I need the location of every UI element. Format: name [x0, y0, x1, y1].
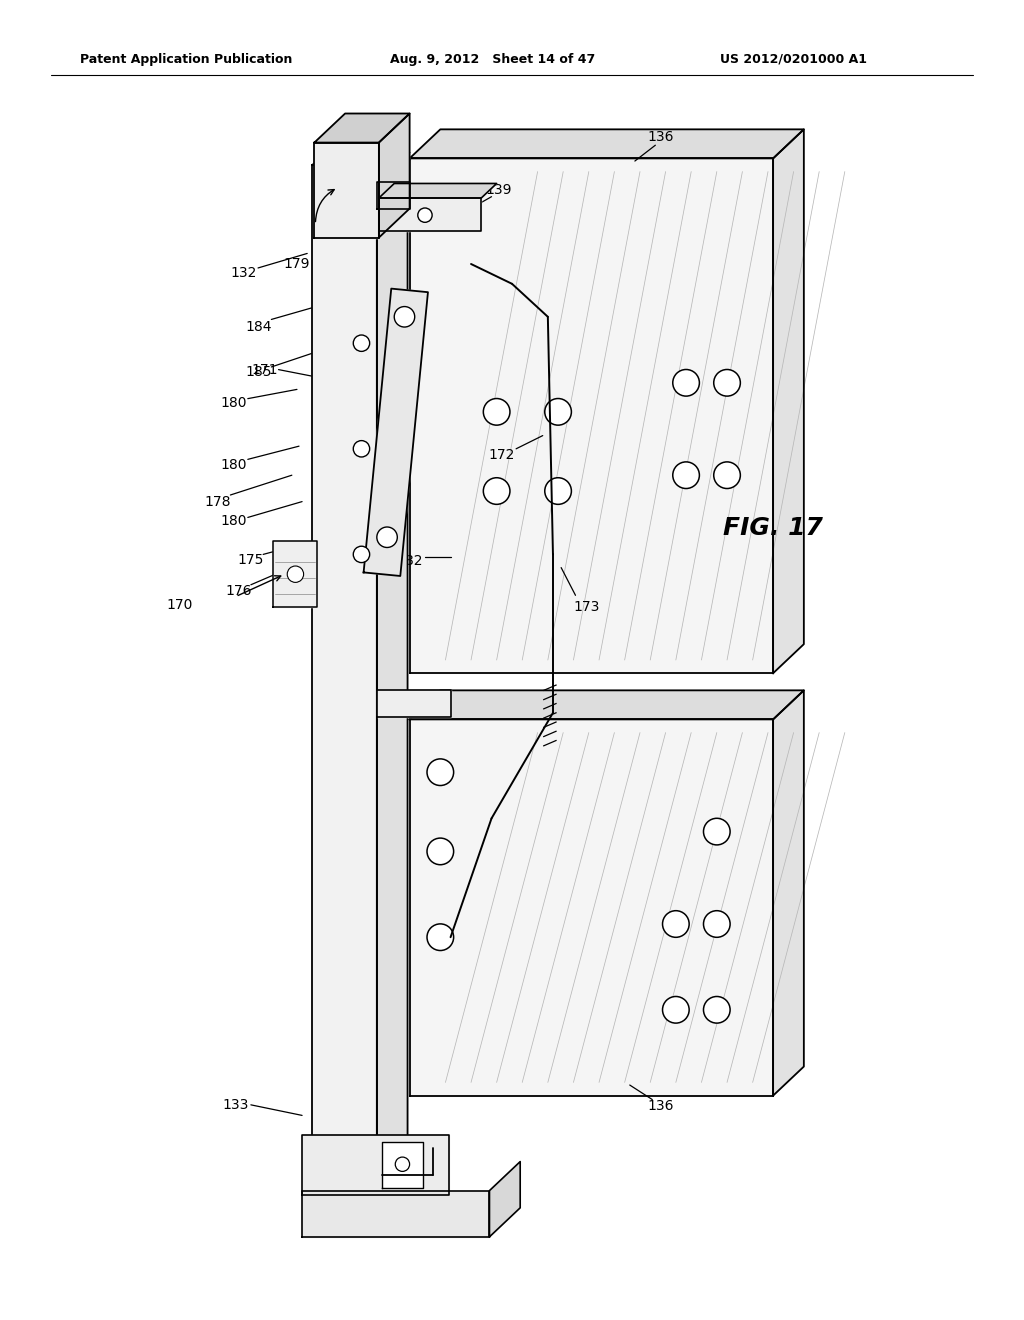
Polygon shape	[302, 1191, 489, 1237]
Polygon shape	[489, 1162, 520, 1237]
Text: 185: 185	[246, 366, 272, 379]
Text: 178: 178	[205, 495, 231, 508]
Polygon shape	[312, 165, 377, 1168]
Ellipse shape	[545, 399, 571, 425]
Ellipse shape	[395, 1158, 410, 1171]
Polygon shape	[379, 114, 410, 238]
Polygon shape	[377, 690, 451, 717]
Ellipse shape	[353, 441, 370, 457]
Ellipse shape	[427, 924, 454, 950]
Ellipse shape	[394, 306, 415, 327]
Text: 136: 136	[647, 1100, 674, 1113]
Ellipse shape	[663, 911, 689, 937]
Polygon shape	[773, 129, 804, 673]
Ellipse shape	[673, 462, 699, 488]
Polygon shape	[773, 690, 804, 1096]
Polygon shape	[364, 289, 428, 576]
Text: 180: 180	[220, 396, 247, 409]
Ellipse shape	[287, 566, 303, 582]
Polygon shape	[377, 182, 410, 209]
Polygon shape	[382, 1142, 423, 1188]
Text: 134: 134	[358, 1208, 385, 1221]
Polygon shape	[273, 541, 317, 607]
Ellipse shape	[714, 370, 740, 396]
Ellipse shape	[703, 997, 730, 1023]
Ellipse shape	[703, 818, 730, 845]
Ellipse shape	[545, 478, 571, 504]
Polygon shape	[410, 719, 773, 1096]
Ellipse shape	[663, 997, 689, 1023]
Text: 179: 179	[284, 257, 310, 271]
Polygon shape	[314, 114, 410, 143]
Text: 139: 139	[485, 183, 512, 197]
Ellipse shape	[418, 209, 432, 222]
Text: 136: 136	[647, 131, 674, 144]
Text: 176: 176	[225, 585, 252, 598]
Ellipse shape	[427, 838, 454, 865]
Text: FIG. 17: FIG. 17	[723, 516, 823, 540]
Text: US 2012/0201000 A1: US 2012/0201000 A1	[720, 53, 867, 66]
Ellipse shape	[673, 370, 699, 396]
Text: 173: 173	[573, 601, 600, 614]
Ellipse shape	[703, 911, 730, 937]
Ellipse shape	[353, 546, 370, 562]
Polygon shape	[410, 158, 773, 673]
Ellipse shape	[483, 399, 510, 425]
Text: 180: 180	[220, 458, 247, 471]
Text: 172: 172	[488, 449, 515, 462]
Polygon shape	[377, 136, 408, 1168]
Text: 180: 180	[220, 515, 247, 528]
Text: 182: 182	[396, 554, 423, 568]
Text: 184: 184	[246, 321, 272, 334]
Ellipse shape	[427, 759, 454, 785]
Text: Patent Application Publication: Patent Application Publication	[80, 53, 293, 66]
Ellipse shape	[483, 478, 510, 504]
Polygon shape	[379, 198, 481, 231]
Text: 171: 171	[251, 363, 278, 376]
Polygon shape	[379, 183, 497, 198]
Polygon shape	[410, 129, 804, 158]
Text: 175: 175	[238, 553, 264, 566]
Ellipse shape	[714, 462, 740, 488]
Text: 133: 133	[222, 1098, 249, 1111]
Text: 135: 135	[386, 152, 413, 165]
Polygon shape	[312, 136, 408, 165]
Polygon shape	[302, 1135, 449, 1195]
Text: 132: 132	[230, 267, 257, 280]
Polygon shape	[410, 690, 804, 719]
Text: 170: 170	[166, 598, 193, 611]
Ellipse shape	[377, 527, 397, 548]
Ellipse shape	[353, 335, 370, 351]
Text: Aug. 9, 2012   Sheet 14 of 47: Aug. 9, 2012 Sheet 14 of 47	[390, 53, 595, 66]
Polygon shape	[314, 143, 379, 238]
